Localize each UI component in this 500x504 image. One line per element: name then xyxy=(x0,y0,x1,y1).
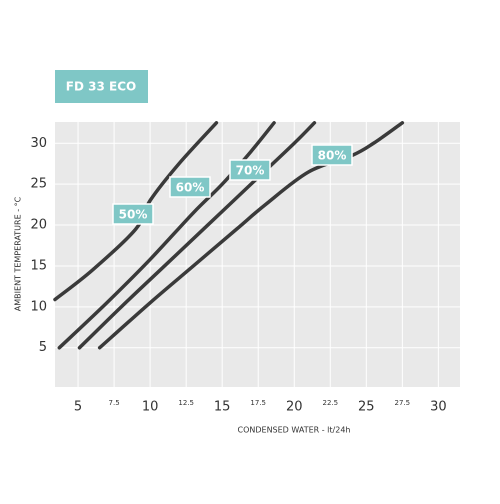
y-tick-label: 15 xyxy=(30,258,47,273)
series-label: 60% xyxy=(176,181,205,195)
y-tick-label: 30 xyxy=(30,136,47,151)
series-line xyxy=(77,121,317,350)
y-tick-label: 20 xyxy=(30,218,47,233)
x-tick-label: 27.5 xyxy=(395,399,411,407)
y-tick-label: 25 xyxy=(30,177,47,192)
series-label: 80% xyxy=(318,149,347,163)
series-label-box xyxy=(229,159,271,181)
x-tick-label: 12.5 xyxy=(178,399,194,407)
y-tick-label: 10 xyxy=(30,299,47,314)
x-tick-label: 17.5 xyxy=(250,399,266,407)
x-tick-label: 22.5 xyxy=(322,399,338,407)
series-label: 50% xyxy=(119,208,148,222)
title-box xyxy=(55,70,148,103)
lines xyxy=(53,121,405,350)
y-axis-title: AMBIENT TEMPERATURE - °C xyxy=(14,196,23,311)
x-tick-label: 30 xyxy=(430,400,447,415)
x-tick-label: 25 xyxy=(358,400,375,415)
series-label-box xyxy=(112,203,154,225)
series-label-box xyxy=(311,144,353,166)
x-tick-label: 5 xyxy=(74,400,82,415)
chart-title: FD 33 ECO xyxy=(66,80,136,94)
x-axis-title: CONDENSED WATER - lt/24h xyxy=(237,426,350,435)
y-tick-label: 5 xyxy=(39,340,47,355)
x-tick-label: 7.5 xyxy=(109,399,120,407)
series-label: 70% xyxy=(236,164,265,178)
series-labels: 50% 60% 70% 80% xyxy=(112,144,353,225)
series-line xyxy=(57,121,276,350)
series-label-box xyxy=(169,176,211,198)
x-tick-label: 15 xyxy=(214,400,231,415)
x-tick-label: 20 xyxy=(286,400,303,415)
x-tick-label: 10 xyxy=(142,400,159,415)
series-line xyxy=(97,121,405,350)
